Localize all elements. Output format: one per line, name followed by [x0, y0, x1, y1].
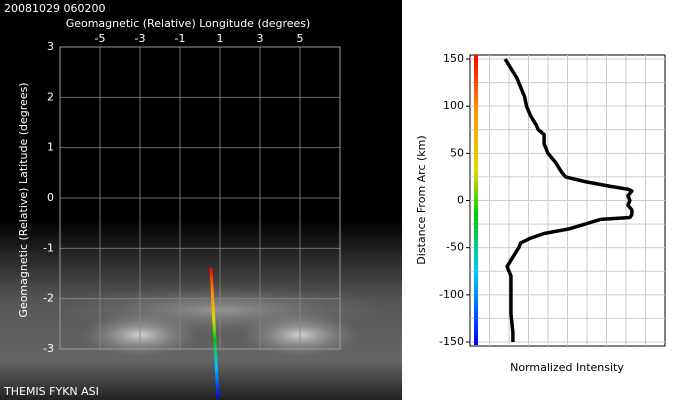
- y-tick-label: -1: [43, 241, 54, 254]
- y-tick-label: 3: [47, 40, 54, 53]
- y-tick-label: 0: [457, 194, 464, 207]
- y-tick-label: 150: [443, 52, 464, 65]
- image-title: 20081029 060200: [4, 2, 105, 15]
- x-tick-label: -1: [175, 32, 186, 45]
- y-tick-label: -50: [446, 241, 464, 254]
- y-tick-label: 100: [443, 99, 464, 112]
- x-tick-label: 1: [217, 32, 224, 45]
- color-scale: [474, 55, 478, 345]
- y-tick-label: 50: [450, 146, 464, 159]
- y-tick-label: -3: [43, 342, 54, 355]
- intensity-profile: [503, 58, 634, 342]
- x-tick-label: -3: [135, 32, 146, 45]
- y-axis-label: Geomagnetic (Relative) Latitude (degrees…: [17, 82, 30, 317]
- x-axis-label: Geomagnetic (Relative) Longitude (degree…: [66, 17, 311, 30]
- scan-line: [209, 267, 220, 399]
- y-tick-label: 1: [47, 141, 54, 154]
- y-tick-label: 2: [47, 90, 54, 103]
- x-tick-label: 5: [297, 32, 304, 45]
- y-tick-label: -2: [43, 292, 54, 305]
- x-axis-label: Normalized Intensity: [510, 361, 624, 374]
- x-tick-label: 3: [257, 32, 264, 45]
- plot-frame: [59, 46, 341, 350]
- y-axis-label: Distance From Arc (km): [415, 135, 428, 264]
- x-tick-label: -5: [95, 32, 106, 45]
- y-tick-label: -100: [439, 288, 464, 301]
- footer: THEMIS FYKN ASI: [3, 385, 99, 398]
- y-tick-label: -150: [439, 335, 464, 348]
- y-tick-label: 0: [47, 191, 54, 204]
